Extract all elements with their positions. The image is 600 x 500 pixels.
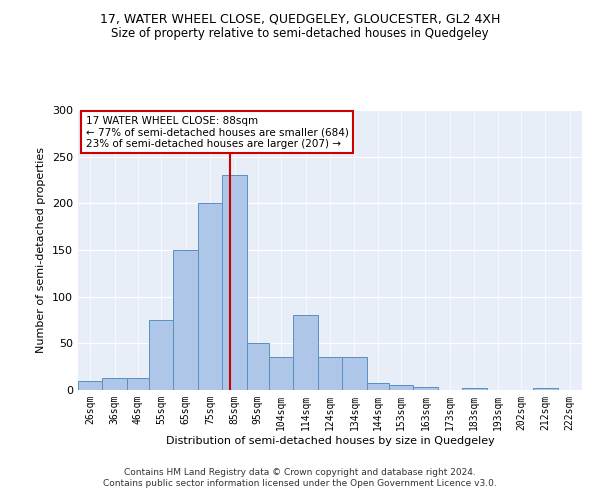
Text: 17, WATER WHEEL CLOSE, QUEDGELEY, GLOUCESTER, GL2 4XH: 17, WATER WHEEL CLOSE, QUEDGELEY, GLOUCE… bbox=[100, 12, 500, 26]
Bar bbox=[198, 204, 223, 390]
Y-axis label: Number of semi-detached properties: Number of semi-detached properties bbox=[37, 147, 46, 353]
X-axis label: Distribution of semi-detached houses by size in Quedgeley: Distribution of semi-detached houses by … bbox=[166, 436, 494, 446]
Bar bbox=[367, 384, 389, 390]
Bar bbox=[293, 316, 318, 390]
Bar bbox=[342, 358, 367, 390]
Bar bbox=[103, 378, 127, 390]
Bar bbox=[318, 358, 342, 390]
Bar bbox=[413, 387, 437, 390]
Bar bbox=[389, 386, 413, 390]
Bar bbox=[247, 344, 269, 390]
Text: Size of property relative to semi-detached houses in Quedgeley: Size of property relative to semi-detach… bbox=[111, 28, 489, 40]
Bar bbox=[462, 388, 487, 390]
Text: 17 WATER WHEEL CLOSE: 88sqm
← 77% of semi-detached houses are smaller (684)
23% : 17 WATER WHEEL CLOSE: 88sqm ← 77% of sem… bbox=[86, 116, 349, 149]
Bar bbox=[173, 250, 198, 390]
Text: Contains HM Land Registry data © Crown copyright and database right 2024.
Contai: Contains HM Land Registry data © Crown c… bbox=[103, 468, 497, 487]
Bar bbox=[269, 358, 293, 390]
Bar bbox=[149, 320, 173, 390]
Bar bbox=[127, 378, 149, 390]
Bar bbox=[78, 380, 103, 390]
Bar bbox=[223, 176, 247, 390]
Bar bbox=[533, 388, 557, 390]
